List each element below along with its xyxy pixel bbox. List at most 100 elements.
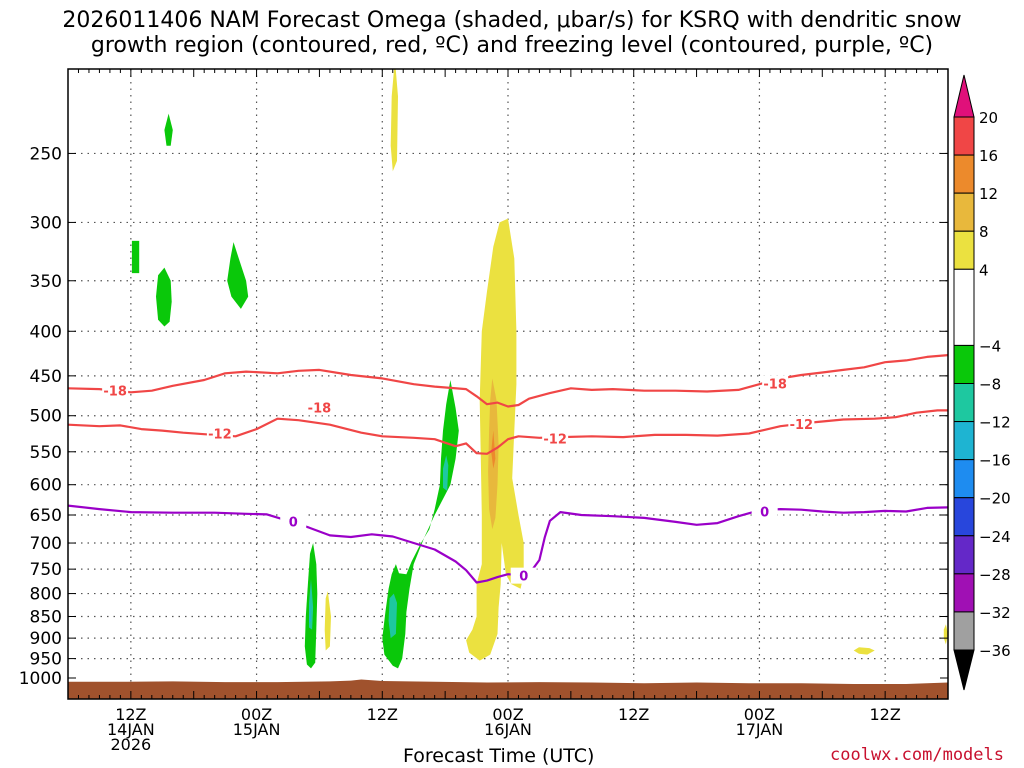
- colorbar-label-4: 4: [979, 261, 989, 279]
- colorbar-label-7: −12: [979, 414, 1011, 432]
- x-tick-label-0-0: 12Z: [115, 705, 146, 724]
- dgz-minus18-line: [68, 354, 948, 408]
- title-line-2: growth region (contoured, red, ºC) and f…: [90, 33, 934, 58]
- x-tick-label-1-1: 15JAN: [233, 720, 281, 739]
- omega-green-top-2: [131, 240, 140, 274]
- omega-green-tower: [382, 380, 459, 669]
- colorbar-under-arrow: [953, 649, 975, 691]
- omega-yellow-top: [390, 69, 398, 172]
- colorbar-band-1: [953, 154, 975, 194]
- dgz-minus18-label-bg-2: [762, 375, 789, 392]
- credit-text: coolwx.com/models: [830, 745, 1004, 765]
- y-tick-label-700: 700: [30, 534, 62, 554]
- colorbar-label-11: −28: [979, 566, 1011, 584]
- colorbar-band-4: [953, 268, 975, 346]
- freezing-0-label-bg-1: [510, 567, 537, 584]
- x-tick-label-5-1: 17JAN: [736, 720, 784, 739]
- y-axis: 2503003504004505005506006507007508008509…: [19, 144, 948, 689]
- colorbar-label-8: −16: [979, 452, 1011, 470]
- omega-green-tower-core: [443, 455, 449, 491]
- colorbar-band-8: [953, 459, 975, 499]
- y-tick-label-450: 450: [30, 367, 62, 387]
- y-tick-label-900: 900: [30, 629, 62, 649]
- dgz-minus18-label-bg-1: [306, 399, 333, 416]
- y-tick-label-500: 500: [30, 407, 62, 427]
- colorbar-band-6: [953, 383, 975, 423]
- x-tick-label-2-0: 12Z: [367, 705, 398, 724]
- colorbar-label-6: −8: [979, 376, 1001, 394]
- colorbar-label-2: 12: [979, 185, 998, 203]
- y-tick-label-300: 300: [30, 213, 62, 233]
- dgz-minus12-label-1: -12: [543, 432, 567, 447]
- dgz-minus12-label-0: -12: [208, 427, 232, 442]
- chart-title: 2026011406 NAM Forecast Omega (shaded, μ…: [0, 8, 1024, 58]
- x-tick-label-6-0: 12Z: [869, 705, 900, 724]
- freezing-0-label-2: 0: [760, 505, 769, 520]
- omega-shading: [131, 69, 948, 669]
- colorbar-label-12: −32: [979, 604, 1011, 622]
- freezing-0-label-0: 0: [289, 515, 298, 530]
- x-tick-label-0-1: 14JAN: [107, 720, 155, 739]
- colorbar-band-9: [953, 497, 975, 537]
- ground-terrain-group: [68, 679, 948, 699]
- dgz-minus18-label-1: -18: [308, 401, 332, 416]
- x-tick-label-3-1: 16JAN: [484, 720, 532, 739]
- colorbar: 20 16 12 8 4 −4 −8 −12 −16 −20 −24 −28 −32 −36: [953, 74, 1011, 691]
- y-tick-label-800: 800: [30, 585, 62, 605]
- dgz-minus18-label-2: -18: [763, 377, 787, 392]
- x-axis-label: Forecast Time (UTC): [403, 745, 595, 767]
- colorbar-band-3: [953, 230, 975, 270]
- x-tick-label-4-0: 12Z: [618, 705, 649, 724]
- freezing-0-label-bg-0: [280, 513, 307, 530]
- y-tick-label-650: 650: [30, 506, 62, 526]
- contour-lines: -18 -18 -18 -12 -12 -12 0 0 0: [68, 354, 948, 585]
- x-tick-label-5-0: 00Z: [744, 705, 775, 724]
- y-tick-label-550: 550: [30, 443, 62, 463]
- dgz-minus18-label-0: -18: [103, 385, 127, 400]
- dgz-minus18-label-bg-0: [102, 382, 129, 399]
- omega-yellow-right-2: [943, 624, 948, 645]
- omega-yellow-left: [324, 591, 331, 651]
- ground-terrain: [68, 679, 948, 699]
- y-tick-label-350: 350: [30, 272, 62, 292]
- y-tick-label-600: 600: [30, 476, 62, 496]
- y-tick-label-750: 750: [30, 560, 62, 580]
- x-tick-label-1-0: 00Z: [241, 705, 272, 724]
- x-tick-label-0-2: 2026: [110, 735, 151, 754]
- x-tick-label-3-0: 00Z: [492, 705, 523, 724]
- colorbar-label-10: −24: [979, 528, 1011, 546]
- colorbar-label-1: 16: [979, 147, 998, 165]
- colorbar-band-0: [953, 116, 975, 156]
- title-line-1: 2026011406 NAM Forecast Omega (shaded, μ…: [62, 8, 962, 33]
- colorbar-band-12: [953, 611, 975, 651]
- omega-green-tower-low-core: [388, 593, 397, 639]
- dgz-minus12-label-bg-0: [206, 425, 233, 442]
- colorbar-over-arrow: [953, 74, 975, 118]
- colorbar-label-13: −36: [979, 642, 1011, 660]
- dgz-minus12-label-bg-1: [542, 430, 569, 447]
- colorbar-band-5: [953, 344, 975, 384]
- colorbar-band-7: [953, 421, 975, 461]
- freezing-0-label-1: 0: [519, 570, 528, 585]
- y-tick-label-1000: 1000: [19, 669, 62, 689]
- colorbar-label-3: 8: [979, 223, 989, 241]
- y-tick-label-950: 950: [30, 650, 62, 670]
- omega-yellow-right-1: [853, 647, 875, 655]
- colorbar-band-10: [953, 535, 975, 575]
- y-tick-label-250: 250: [30, 144, 62, 164]
- y-tick-label-400: 400: [30, 322, 62, 342]
- dgz-minus12-label-2: -12: [790, 418, 814, 433]
- omega-green-left-core2: [309, 602, 311, 624]
- omega-green-top-4: [227, 242, 249, 309]
- colorbar-band-11: [953, 573, 975, 613]
- omega-green-top-1: [164, 113, 173, 146]
- gridlines: [68, 69, 948, 699]
- dgz-minus12-label-bg-2: [788, 415, 815, 432]
- omega-green-top-3: [156, 267, 172, 327]
- colorbar-label-0: 20: [979, 109, 998, 127]
- colorbar-label-5: −4: [979, 337, 1001, 355]
- colorbar-label-9: −20: [979, 490, 1011, 508]
- freezing-0-label-bg-2: [751, 503, 778, 520]
